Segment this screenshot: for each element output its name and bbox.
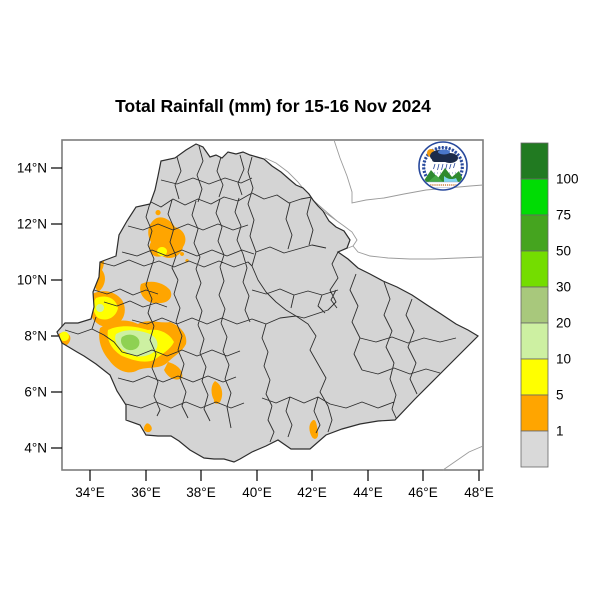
ethiopia-meteorology-institute-logo [418,141,468,191]
x-axis-labels: 34°E 36°E 38°E 40°E 42°E 44°E 46°E 48°E [75,485,493,500]
neighbor-country-borders [264,139,484,471]
logo-arc-text [422,145,464,177]
chart-title: Total Rainfall (mm) for 15-16 Nov 2024 [115,96,431,116]
y-tick-label: 8°N [24,329,47,344]
zone-boundaries [64,145,457,443]
legend-swatch-75-100 [520,178,549,216]
y-axis-ticks [51,167,62,449]
legend-label: 5 [556,388,564,403]
legend-label: 30 [556,280,571,295]
y-tick-label: 6°N [24,385,47,400]
y-tick-label: 14°N [17,161,47,176]
rainfall-pale-green-layer [96,304,158,357]
legend-label: 75 [556,208,571,223]
x-tick-label: 38°E [186,485,215,500]
x-tick-label: 40°E [242,485,271,500]
rainfall-orange-layer [57,210,319,439]
x-tick-label: 36°E [131,485,160,500]
legend-swatch-20-30 [520,286,549,324]
x-tick-label: 44°E [353,485,382,500]
legend-label: 100 [556,172,579,187]
legend-label: 50 [556,244,571,259]
legend-swatch-50-75 [520,214,549,252]
rainfall-layers [57,210,319,439]
legend-swatches [520,142,549,468]
y-tick-label: 10°N [17,273,47,288]
legend-swatch-gt100 [520,142,549,180]
legend-swatch-lt1 [520,430,549,468]
logo-rain-icon [433,162,456,174]
legend-swatch-30-50 [520,250,549,288]
legend-label: 10 [556,352,571,367]
logo-front-hill [428,175,443,182]
legend-labels: 100 75 50 30 20 10 5 1 [556,172,579,439]
legend: 100 75 50 30 20 10 5 1 [520,142,579,468]
y-tick-label: 4°N [24,441,47,456]
x-tick-label: 34°E [75,485,104,500]
logo-artwork [422,145,464,188]
legend-label: 1 [556,424,564,439]
map-frame [61,139,484,471]
x-tick-label: 48°E [464,485,493,500]
rainfall-green-layer [120,334,140,351]
legend-swatch-1-5 [520,394,549,432]
y-axis-labels: 14°N 12°N 10°N 8°N 6°N 4°N [17,161,47,456]
legend-label: 20 [556,316,571,331]
x-tick-label: 42°E [297,485,326,500]
logo-water [444,176,458,182]
x-tick-label: 46°E [408,485,437,500]
x-axis-ticks [89,470,480,481]
legend-swatch-5-10 [520,358,549,396]
y-tick-label: 12°N [17,217,47,232]
logo-cloud-highlight [438,149,450,155]
legend-swatch-10-20 [520,322,549,360]
